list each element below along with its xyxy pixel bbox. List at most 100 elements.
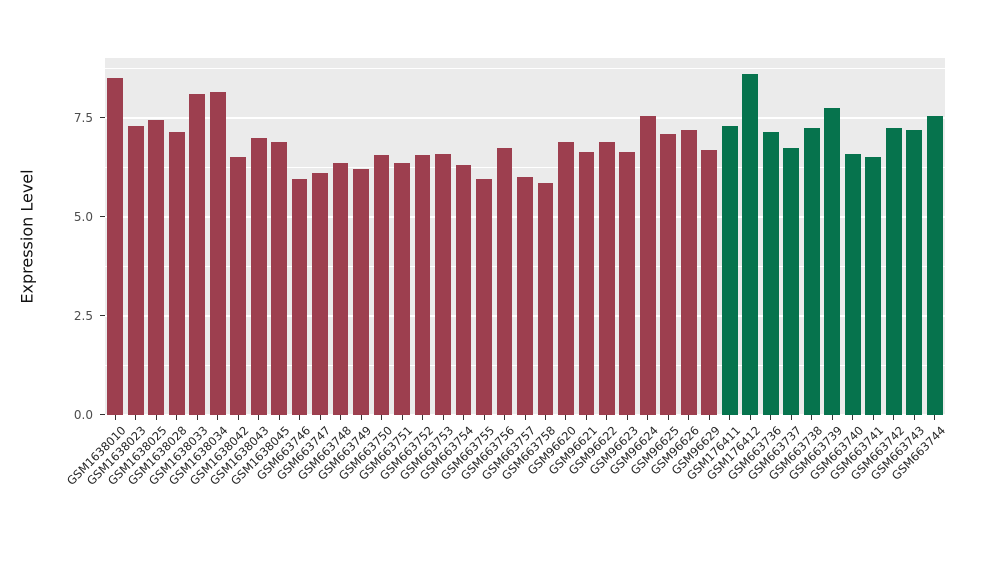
x-tick-mark [504, 415, 505, 420]
x-axis: GSM1638010 GSM1638023 GSM1638025 GSM1638028… [64, 415, 948, 575]
bar [107, 78, 124, 415]
bar-slot [720, 58, 740, 415]
bar [332, 163, 349, 415]
bar-slot [638, 58, 658, 415]
x-tick-mark [606, 415, 608, 420]
bar-slot [924, 58, 944, 415]
x-tick-mark [688, 415, 690, 420]
bar [885, 127, 902, 415]
bar-slot [433, 58, 453, 415]
bar-slot [474, 58, 494, 415]
x-tick-mark [176, 415, 178, 420]
bar-slot [904, 58, 924, 415]
bar-slot [166, 58, 186, 415]
bar-slot [187, 58, 207, 415]
bar-slot [105, 58, 125, 415]
bar [803, 127, 820, 415]
bar [783, 147, 800, 415]
x-tick-mark [524, 415, 526, 420]
bar-slot [679, 58, 699, 415]
y-axis: 0.0 2.5 5.0 7.5 [0, 58, 105, 422]
bar-slot [228, 58, 248, 415]
bar [619, 151, 636, 415]
x-tick-mark [299, 415, 301, 420]
bar-slot [761, 58, 781, 415]
x-tick-mark [135, 415, 137, 420]
x-tick-mark [381, 415, 383, 420]
bar-slot [597, 58, 617, 415]
bar [824, 107, 841, 415]
x-tick-mark [278, 415, 280, 420]
bars-container [105, 58, 945, 415]
bar [639, 115, 656, 415]
bar-slot [289, 58, 309, 415]
x-tick-mark [217, 415, 219, 420]
x-tick-mark [565, 415, 567, 420]
bar-slot [146, 58, 166, 415]
x-tick-mark [585, 415, 587, 420]
x-tick-mark [340, 415, 342, 420]
bar [680, 129, 697, 415]
x-tick-mark [913, 415, 915, 420]
bar [517, 177, 533, 415]
x-tick-mark [237, 415, 239, 420]
x-tick-mark [114, 415, 116, 420]
x-tick-mark [626, 415, 628, 420]
x-tick-mark [544, 415, 546, 420]
bar-slot [699, 58, 719, 415]
gridline-minor [105, 67, 945, 69]
y-tick-mark [100, 314, 105, 316]
x-tick-mark [483, 415, 485, 420]
x-tick-mark [729, 415, 731, 420]
bar-slot [371, 58, 391, 415]
bar-slot [576, 58, 596, 415]
bar [865, 157, 882, 415]
x-tick-mark [831, 415, 833, 420]
bar-slot [515, 58, 535, 415]
y-tick-mark [100, 215, 105, 217]
x-tick-mark [852, 415, 854, 420]
bar-slot [822, 58, 842, 415]
bar [598, 141, 615, 415]
bar-slot [863, 58, 883, 415]
bar-slot [412, 58, 432, 415]
bar-slot [617, 58, 637, 415]
bar [353, 169, 369, 415]
bar [271, 141, 287, 415]
bar [189, 94, 206, 415]
bar [148, 119, 165, 415]
bar [558, 141, 574, 415]
y-tick-mark [100, 116, 105, 118]
gridline-minor [105, 166, 945, 168]
gridline-major [105, 117, 945, 119]
bar-slot [207, 58, 227, 415]
x-tick-mark [442, 415, 444, 420]
bar-slot [801, 58, 821, 415]
bar-slot [883, 58, 903, 415]
y-tick-mark [100, 414, 105, 415]
bar [721, 125, 738, 415]
bar [373, 155, 390, 415]
x-tick-mark [360, 415, 362, 420]
plot-panel [105, 58, 945, 416]
bar [127, 125, 144, 415]
bar [476, 179, 492, 415]
x-tick-mark [872, 415, 874, 420]
x-tick-mark [790, 415, 792, 420]
bar-slot [740, 58, 760, 415]
bar-slot [269, 58, 289, 415]
x-tick-mark [667, 415, 669, 420]
bar-slot [658, 58, 678, 415]
bar-slot [248, 58, 268, 415]
bar [701, 149, 718, 415]
bar [455, 165, 472, 415]
x-tick-mark [934, 415, 936, 420]
bar [168, 131, 185, 415]
bar-slot [453, 58, 473, 415]
bar-slot [842, 58, 862, 415]
bar [230, 157, 247, 415]
bar [496, 147, 513, 415]
bar [537, 183, 554, 415]
bar [250, 137, 267, 415]
bar-slot [310, 58, 330, 415]
